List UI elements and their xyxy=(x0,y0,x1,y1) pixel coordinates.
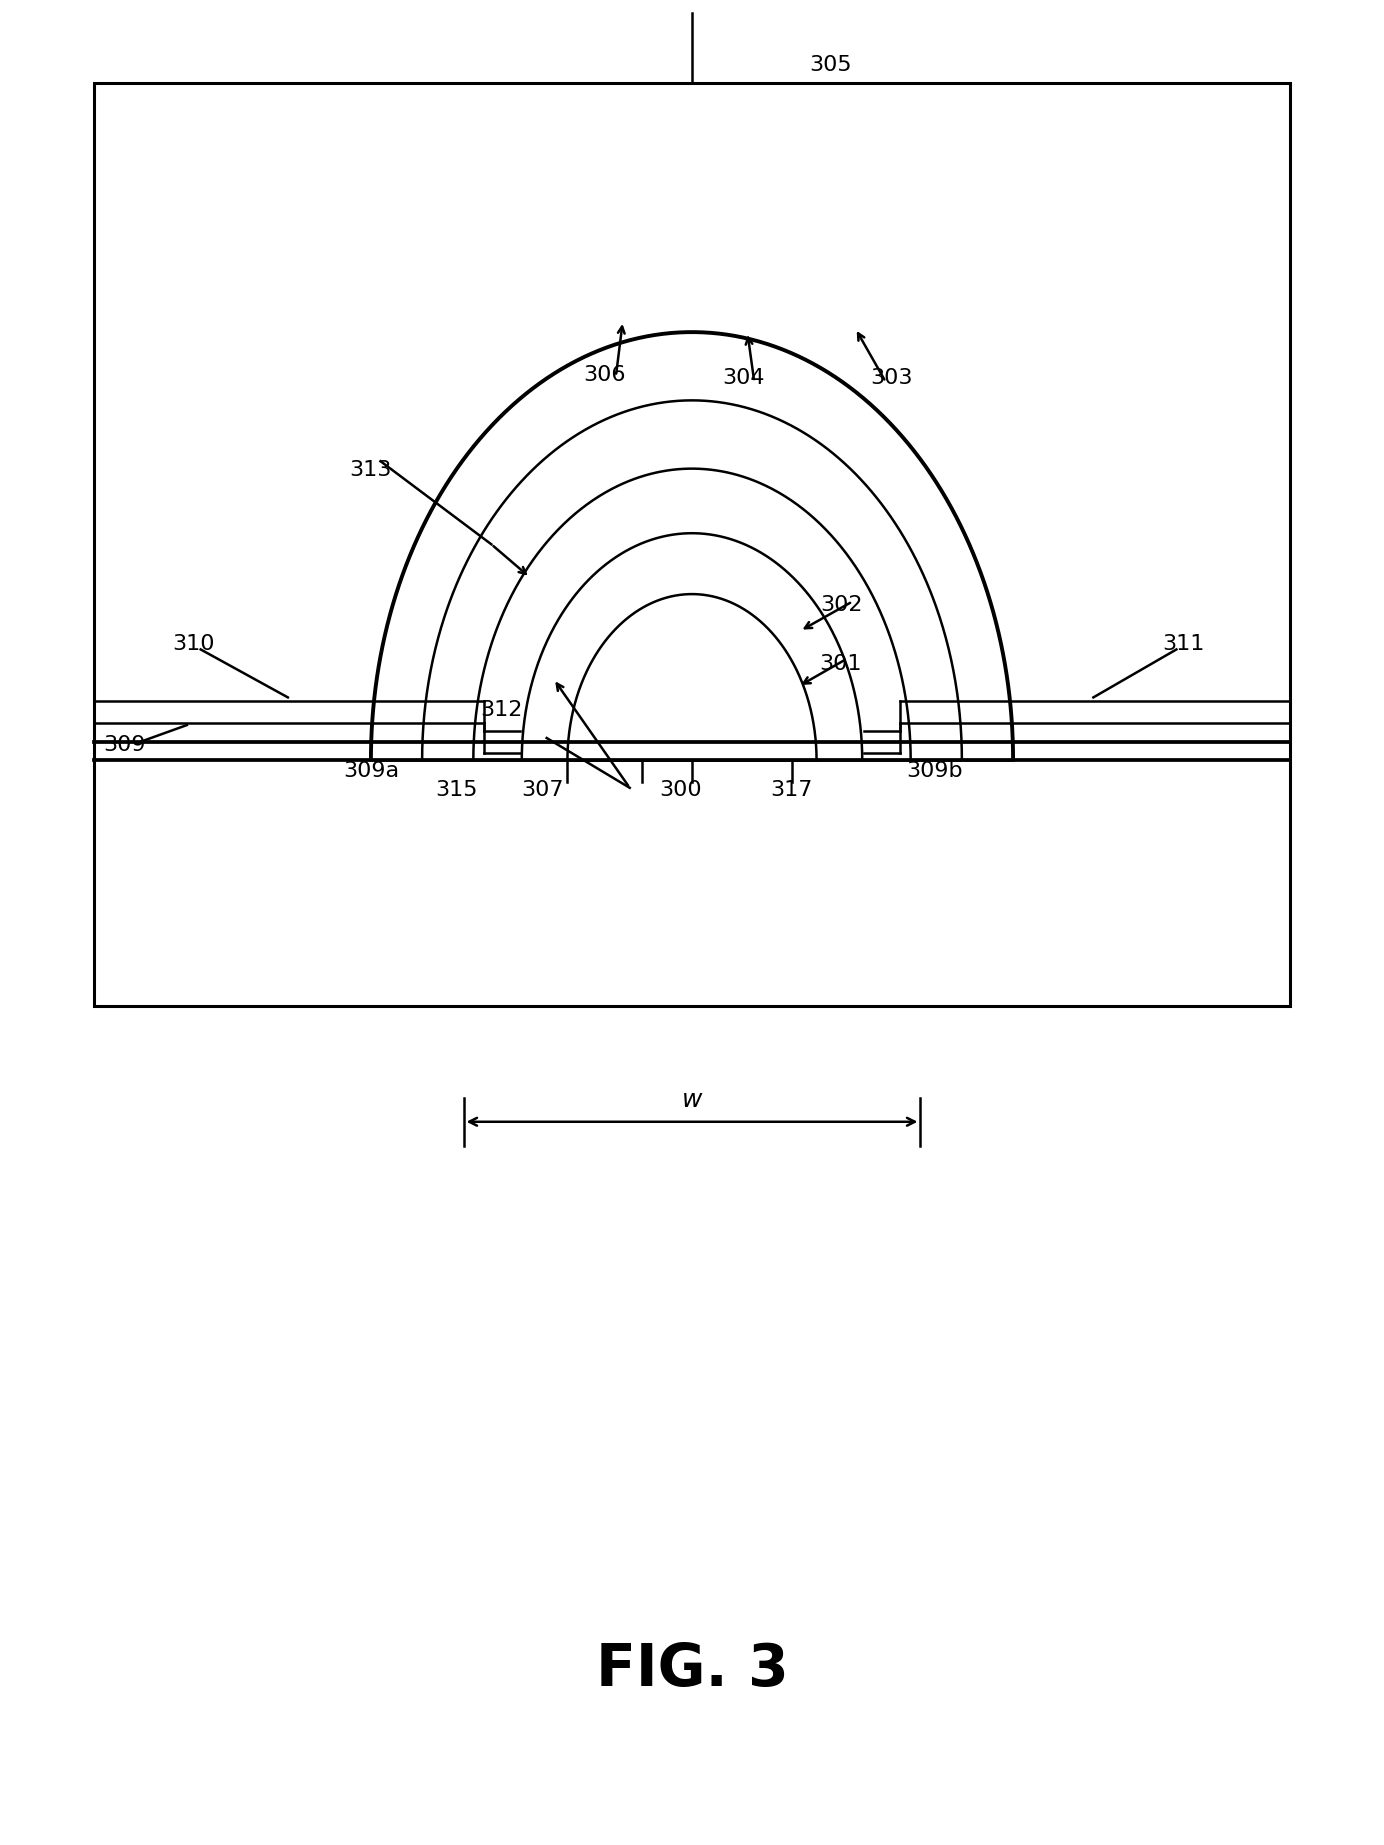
Text: 310: 310 xyxy=(173,635,215,653)
Text: 300: 300 xyxy=(660,780,702,799)
Text: 306: 306 xyxy=(584,365,626,384)
Text: 313: 313 xyxy=(350,461,392,480)
Bar xyxy=(94,83,1290,1006)
Text: 302: 302 xyxy=(821,596,862,614)
Text: w: w xyxy=(682,1087,702,1113)
Text: 309b: 309b xyxy=(907,762,962,780)
Text: 309a: 309a xyxy=(343,762,399,780)
Text: 311: 311 xyxy=(1163,635,1204,653)
Text: 309: 309 xyxy=(104,736,145,755)
Text: 301: 301 xyxy=(819,655,861,673)
Text: 315: 315 xyxy=(436,780,477,799)
Text: 317: 317 xyxy=(771,780,812,799)
Text: 304: 304 xyxy=(722,369,764,387)
Text: 312: 312 xyxy=(480,701,522,720)
Text: 305: 305 xyxy=(810,55,851,74)
Text: 307: 307 xyxy=(522,780,563,799)
Text: FIG. 3: FIG. 3 xyxy=(595,1642,789,1697)
Text: 303: 303 xyxy=(871,369,912,387)
